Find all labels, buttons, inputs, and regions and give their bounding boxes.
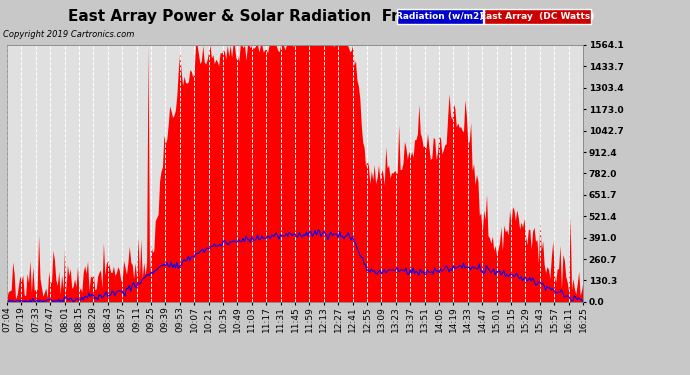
Text: Copyright 2019 Cartronics.com: Copyright 2019 Cartronics.com [3,30,135,39]
Text: East Array  (DC Watts): East Array (DC Watts) [480,12,594,21]
Text: Radiation (w/m2): Radiation (w/m2) [396,12,484,21]
Text: East Array Power & Solar Radiation  Fri Dec 6 16:26: East Array Power & Solar Radiation Fri D… [68,9,511,24]
